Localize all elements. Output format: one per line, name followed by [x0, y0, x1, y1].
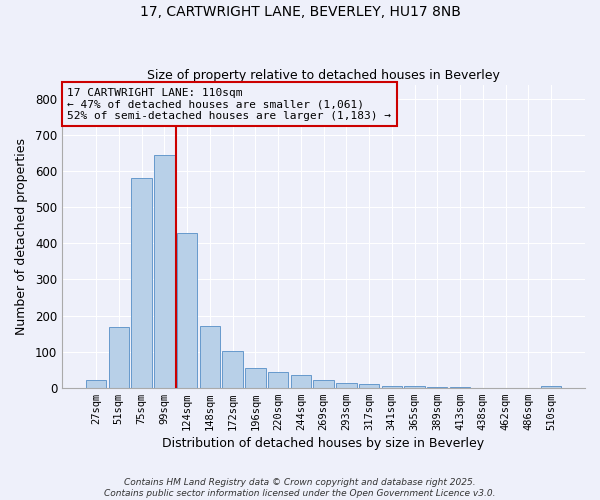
Bar: [336, 382, 356, 388]
Text: Contains HM Land Registry data © Crown copyright and database right 2025.
Contai: Contains HM Land Registry data © Crown c…: [104, 478, 496, 498]
Bar: [109, 327, 129, 388]
Bar: [223, 350, 243, 388]
Bar: [427, 387, 448, 388]
Bar: [131, 178, 152, 388]
Title: Size of property relative to detached houses in Beverley: Size of property relative to detached ho…: [147, 69, 500, 82]
Text: 17, CARTWRIGHT LANE, BEVERLEY, HU17 8NB: 17, CARTWRIGHT LANE, BEVERLEY, HU17 8NB: [140, 5, 460, 19]
Bar: [541, 386, 561, 388]
Text: 17 CARTWRIGHT LANE: 110sqm
← 47% of detached houses are smaller (1,061)
52% of s: 17 CARTWRIGHT LANE: 110sqm ← 47% of deta…: [67, 88, 391, 121]
Bar: [200, 326, 220, 388]
Bar: [313, 380, 334, 388]
Bar: [359, 384, 379, 388]
Bar: [154, 155, 175, 388]
Y-axis label: Number of detached properties: Number of detached properties: [15, 138, 28, 334]
Bar: [290, 376, 311, 388]
X-axis label: Distribution of detached houses by size in Beverley: Distribution of detached houses by size …: [163, 437, 485, 450]
Bar: [404, 386, 425, 388]
Bar: [268, 372, 288, 388]
Bar: [86, 380, 106, 388]
Bar: [382, 386, 402, 388]
Bar: [177, 232, 197, 388]
Bar: [245, 368, 266, 388]
